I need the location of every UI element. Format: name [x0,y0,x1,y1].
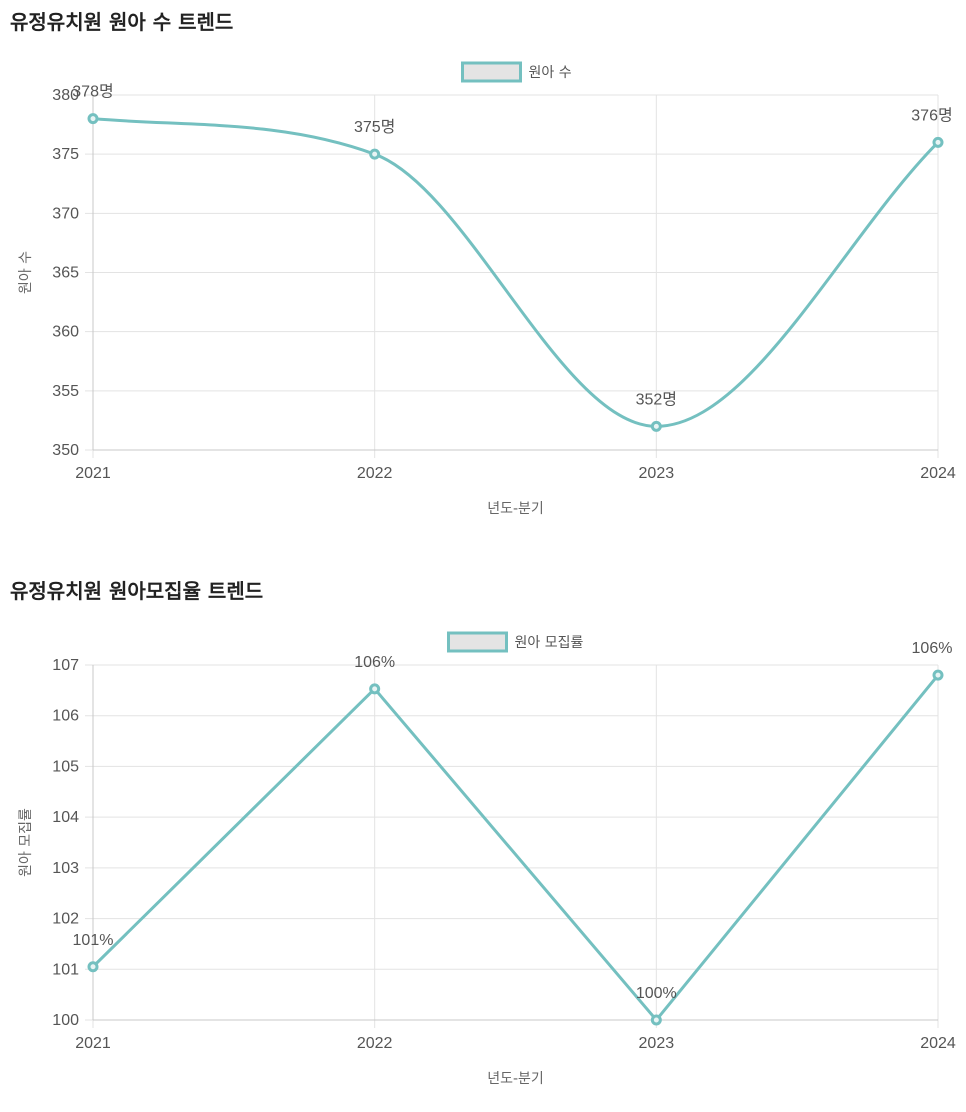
legend: 원아 모집률 [447,631,584,653]
data-label: 106% [354,654,395,671]
data-label: 100% [636,985,677,1002]
y-tick-label: 360 [52,324,79,341]
data-label: 376명 [911,106,952,124]
y-tick-label: 103 [52,860,79,877]
x-tick-label: 2024 [920,465,956,482]
x-axis-title: 년도-분기 [487,1071,544,1087]
series-line [91,674,940,1022]
data-label: 352명 [636,390,677,408]
y-axis-title: 원아 모집률 [18,808,34,877]
y-tick-label: 106 [52,708,79,725]
recruitment-rate-chart: 원아 모집률 100 101 102 103 104 105 106 107 2021 2022 20… [18,631,956,1087]
legend-swatch [461,61,522,83]
series-line [92,117,940,428]
enrollment-chart: 원아 수 350 355 360 365 370 375 380 2021 2022 2023 202… [18,61,956,517]
x-tick-label: 2021 [75,465,111,482]
legend-swatch [447,631,508,653]
data-point [369,148,381,160]
data-point [650,420,662,432]
y-tick-label: 370 [52,205,79,222]
chart-title-recruitment-rate: 유정유치원 원아모집율 트렌드 [10,579,264,603]
data-label: 101% [73,932,114,949]
data-label: 378명 [72,83,113,101]
y-tick-label: 350 [52,442,79,459]
y-tick-label: 102 [52,911,79,928]
data-point [932,669,944,681]
data-point [87,961,99,973]
y-tick-label: 107 [52,657,79,674]
x-tick-label: 2022 [357,1035,393,1052]
y-tick-label: 355 [52,383,79,400]
y-tick-label: 101 [52,961,79,978]
y-tick-label: 380 [52,87,79,104]
y-tick-label: 375 [52,146,79,163]
legend-label: 원아 모집률 [515,635,584,651]
y-tick-label: 105 [52,758,79,775]
y-tick-label: 100 [52,1012,79,1029]
legend-label: 원아 수 [529,65,572,81]
legend: 원아 수 [461,61,572,83]
x-axis-title: 년도-분기 [487,501,544,517]
x-tick-label: 2023 [639,1035,675,1052]
x-tick-label: 2021 [75,1035,111,1052]
data-label: 106% [912,640,953,657]
data-label: 375명 [354,118,395,136]
data-point [87,113,99,125]
y-tick-label: 365 [52,265,79,282]
data-point [932,136,944,148]
y-tick-label: 104 [52,809,79,826]
x-tick-label: 2024 [920,1035,956,1052]
y-axis-title: 원아 수 [18,251,34,294]
data-point [650,1014,662,1026]
x-tick-label: 2022 [357,465,393,482]
chart-title-enrollment: 유정유치원 원아 수 트렌드 [10,10,234,34]
data-point [369,683,381,695]
x-tick-label: 2023 [639,465,675,482]
